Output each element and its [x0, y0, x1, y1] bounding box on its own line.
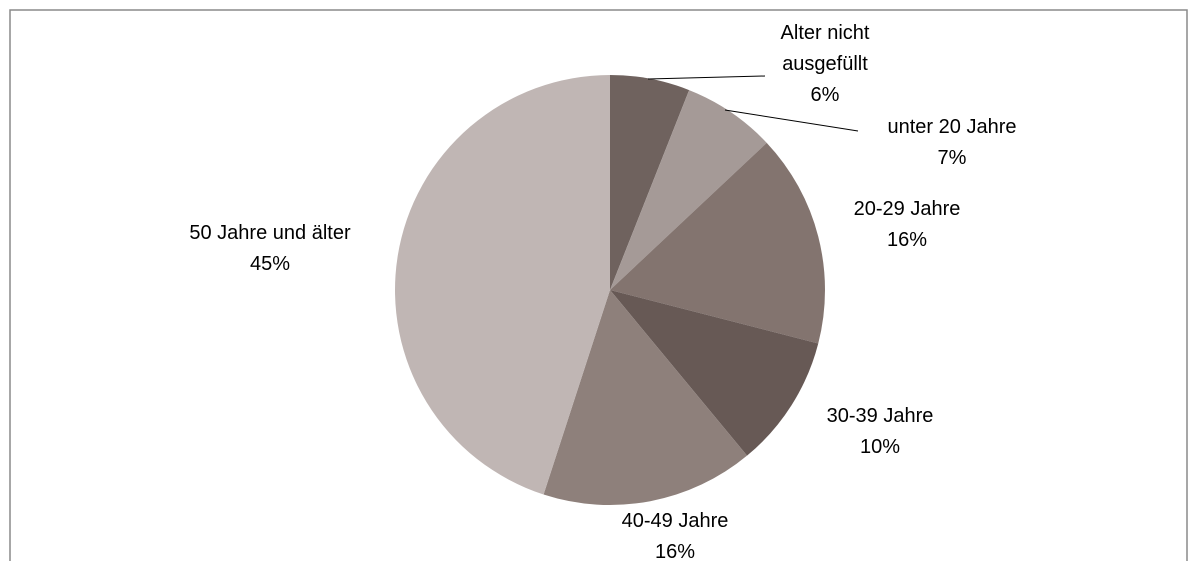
pie-slice	[610, 75, 690, 290]
category-label: unter 20 Jahre	[887, 116, 1017, 138]
data-label: 20-29 Jahre 16%	[854, 194, 961, 256]
value-label: 10%	[859, 436, 901, 458]
leader-line	[647, 75, 766, 80]
data-label: 30-39 Jahre 10%	[827, 401, 934, 463]
leader-line	[724, 109, 859, 132]
pie-slice	[395, 75, 610, 495]
category-label: Alter nicht ausgefüllt	[780, 22, 870, 75]
chart-frame	[9, 9, 1188, 561]
data-label: 40-49 Jahre 16%	[622, 506, 729, 561]
category-label: 20-29 Jahre	[853, 198, 961, 220]
data-label: 50 Jahre und älter 45%	[189, 218, 350, 280]
value-label: 16%	[886, 229, 928, 251]
pie-slice	[610, 290, 819, 456]
category-label: 50 Jahre und älter	[189, 222, 351, 244]
category-label: 30-39 Jahre	[826, 405, 934, 427]
value-label: 16%	[654, 541, 696, 561]
pie-slice	[543, 290, 748, 505]
value-label: 6%	[810, 84, 840, 106]
value-label: 7%	[937, 147, 967, 169]
category-label: 40-49 Jahre	[621, 510, 729, 532]
pie-slice	[610, 90, 767, 290]
data-label: unter 20 Jahre 7%	[888, 112, 1017, 174]
pie-slice	[610, 142, 825, 344]
value-label: 45%	[249, 253, 291, 275]
data-label: Alter nicht ausgefüllt 6%	[750, 18, 900, 111]
